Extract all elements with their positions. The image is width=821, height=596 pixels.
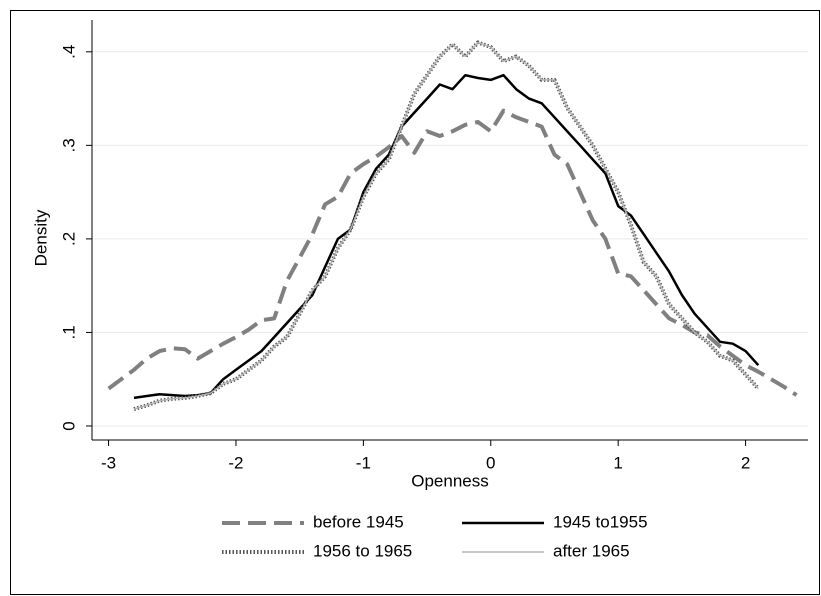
graph-frame bbox=[10, 10, 820, 595]
x-tick-label: 2 bbox=[741, 453, 750, 472]
x-tick-label: -2 bbox=[228, 453, 243, 472]
series-line bbox=[107, 108, 798, 397]
y-tick-label: .3 bbox=[59, 138, 78, 152]
x-tick-label: -1 bbox=[356, 453, 371, 472]
x-tick-label: -3 bbox=[101, 453, 116, 472]
legend-label: 1956 to 1965 bbox=[313, 541, 412, 560]
x-tick-label: 1 bbox=[613, 453, 622, 472]
series-line bbox=[133, 73, 760, 400]
legend-label: 1945 to1955 bbox=[553, 512, 648, 531]
y-tick-label: .2 bbox=[59, 232, 78, 246]
series-line bbox=[133, 41, 759, 410]
y-tick-label: .1 bbox=[59, 325, 78, 339]
y-tick-label: .4 bbox=[59, 45, 78, 59]
y-axis-label: Density bbox=[31, 209, 50, 266]
legend-label: after 1965 bbox=[553, 541, 630, 560]
y-tick-label: 0 bbox=[59, 421, 78, 430]
x-tick-label: 0 bbox=[486, 453, 495, 472]
legend-label: before 1945 bbox=[313, 512, 404, 531]
x-axis-label: Openness bbox=[411, 471, 489, 490]
